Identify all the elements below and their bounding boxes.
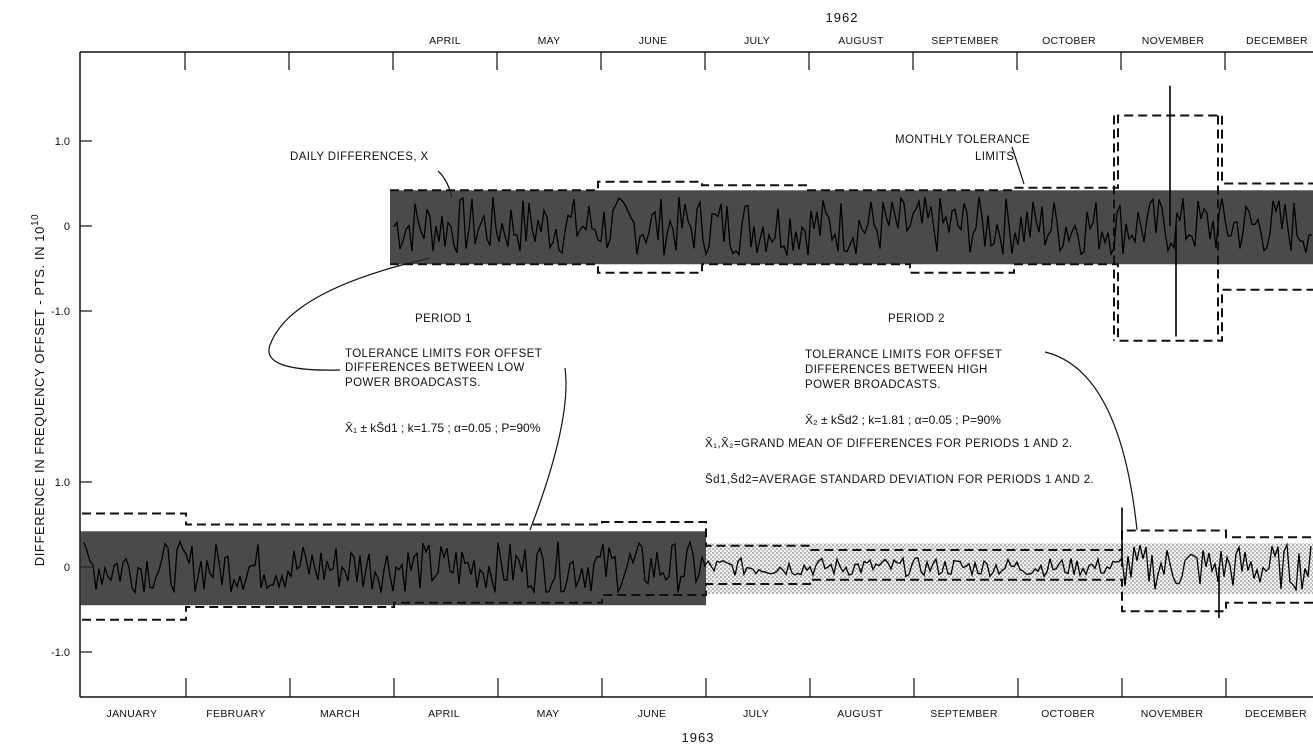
period2-arrow <box>1044 351 1138 531</box>
bottom-month-label-november: NOVEMBER <box>1141 708 1204 720</box>
tolerance-low-line-2: DIFFERENCES BETWEEN LOW <box>345 362 525 374</box>
bottom-month-label-june: JUNE <box>638 708 667 720</box>
bottom-month-label-august: AUGUST <box>837 708 883 720</box>
formula-low: X̄₁ ± kS̄d1 ; k=1.75 ; α=0.05 ; P=90% <box>345 421 541 435</box>
y-tick-label-lower-1: 0 <box>64 562 70 574</box>
top-month-label-july: JULY <box>744 35 770 47</box>
upper-tolerance-limit-lower <box>390 263 1313 342</box>
bottom-month-label-may: MAY <box>537 708 560 720</box>
lower-tolerance-limit-upper <box>82 512 1313 551</box>
period1-lower-arrow <box>529 367 567 531</box>
daily-differences-label: DAILY DIFFERENCES, X <box>290 151 429 163</box>
tolerance-high-line-2: DIFFERENCES BETWEEN HIGH <box>805 364 988 376</box>
y-tick-label-upper-0: 1.0 <box>55 136 70 148</box>
monthly-tolerance-label-2: LIMITS <box>975 151 1014 163</box>
top-year-label: 1962 <box>826 10 859 25</box>
y-axis-label-exponent: 10 <box>30 214 41 226</box>
bottom-month-label-january: JANUARY <box>107 708 158 720</box>
bottom-month-label-september: SEPTEMBER <box>930 708 998 720</box>
monthly-tolerance-label-1: MONTHLY TOLERANCE <box>895 134 1030 146</box>
y-axis-label: DIFFERENCE IN FREQUENCY OFFSET - PTS. IN… <box>30 214 47 567</box>
lower-tolerance-limit-lower <box>82 578 1313 621</box>
upper-tolerance-limit-upper <box>390 114 1313 192</box>
tolerance-low-line-3: POWER BROADCASTS. <box>345 377 481 389</box>
tolerance-low-line-1: TOLERANCE LIMITS FOR OFFSET <box>345 348 542 360</box>
bottom-month-label-july: JULY <box>743 708 769 720</box>
plot-layer: 1.0 0 -1.0 APRIL MAY JUNE JULY AUGUST SEPTEMBER O… <box>51 35 1313 720</box>
y-tick-label-upper-1: 0 <box>64 221 70 233</box>
top-month-label-may: MAY <box>538 35 561 47</box>
bottom-month-label-october: OCTOBER <box>1041 708 1095 720</box>
top-month-label-april: APRIL <box>429 35 461 47</box>
tolerance-high-line-1: TOLERANCE LIMITS FOR OFFSET <box>805 349 1002 361</box>
upper-daily-differences-line <box>393 196 1313 257</box>
y-tick-label-lower-2: -1.0 <box>51 647 70 659</box>
bottom-year-label: 1963 <box>682 730 715 745</box>
top-month-label-december: DECEMBER <box>1246 35 1308 47</box>
bottom-month-label-april: APRIL <box>428 708 460 720</box>
top-month-label-june: JUNE <box>639 35 668 47</box>
monthly-tol-arrow <box>1011 146 1025 185</box>
tolerance-high-line-3: POWER BROADCASTS. <box>805 379 941 391</box>
upper-band <box>390 190 1313 265</box>
lower-daily-differences-line <box>83 540 1312 595</box>
y-tick-label-lower-0: 1.0 <box>55 477 70 489</box>
period1-label: PERIOD 1 <box>415 313 472 325</box>
definition-mean: X̄₁,X̄₂=GRAND MEAN OF DIFFERENCES FOR PE… <box>705 437 1073 450</box>
y-axis-label-text: DIFFERENCE IN FREQUENCY OFFSET - PTS. IN… <box>32 226 47 566</box>
formula-high: X̄₂ ± kS̄d2 ; k=1.81 ; α=0.05 ; P=90% <box>805 413 1001 427</box>
top-month-label-september: SEPTEMBER <box>931 35 999 47</box>
period2-label: PERIOD 2 <box>888 313 945 325</box>
bottom-month-label-february: FEBRUARY <box>206 708 265 720</box>
lower-band-period1 <box>80 531 706 606</box>
y-tick-label-upper-2: -1.0 <box>51 306 70 318</box>
period1-upper-arrow <box>268 257 431 371</box>
top-month-label-october: OCTOBER <box>1042 35 1096 47</box>
top-month-label-november: NOVEMBER <box>1142 35 1205 47</box>
top-month-label-august: AUGUST <box>838 35 884 47</box>
bottom-month-label-december: DECEMBER <box>1245 708 1307 720</box>
y-axis-title: DIFFERENCE IN FREQUENCY OFFSET - PTS. IN… <box>30 214 47 567</box>
definition-std: S̄d1,S̄d2=AVERAGE STANDARD DEVIATION FOR… <box>705 473 1094 486</box>
bottom-month-label-march: MARCH <box>320 708 360 720</box>
